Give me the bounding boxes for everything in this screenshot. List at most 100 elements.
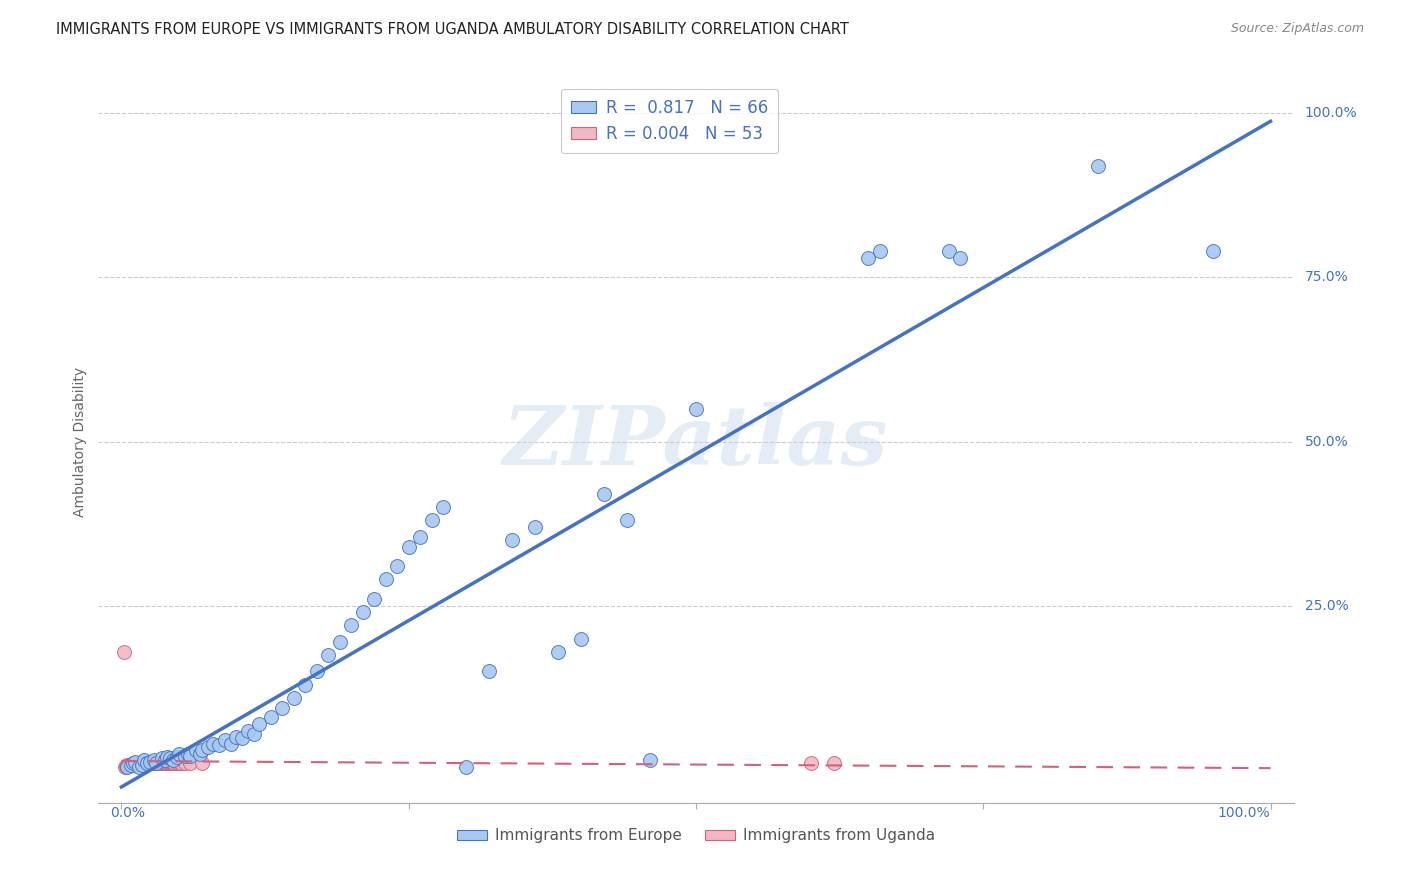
Point (247, 717, 270, 731)
Point (134, 756, 156, 770)
Point (136, 755, 159, 769)
Point (547, 645, 569, 659)
Point (129, 756, 152, 771)
Point (208, 738, 231, 752)
Point (685, 401, 707, 416)
Point (156, 756, 179, 770)
Point (142, 756, 165, 770)
Point (214, 733, 236, 747)
Text: 50.0%: 50.0% (1305, 434, 1348, 449)
Point (236, 723, 259, 738)
Point (128, 760, 150, 774)
Point (131, 757, 153, 772)
Point (823, 756, 845, 771)
Point (159, 756, 181, 771)
Point (135, 756, 157, 770)
Point (374, 573, 396, 587)
Point (188, 747, 211, 761)
Point (478, 665, 501, 679)
Point (134, 753, 156, 767)
Point (135, 756, 157, 771)
Point (949, 251, 972, 265)
Point (153, 753, 176, 767)
Point (162, 753, 184, 767)
Point (191, 756, 214, 770)
Point (352, 605, 374, 619)
Point (167, 747, 190, 761)
Point (316, 648, 339, 662)
Point (170, 756, 193, 771)
Point (120, 758, 142, 772)
Point (153, 756, 176, 770)
Point (115, 758, 138, 772)
Point (156, 749, 179, 764)
Point (225, 730, 247, 744)
Point (120, 757, 142, 772)
Point (869, 244, 891, 258)
Point (135, 756, 157, 771)
Point (112, 645, 135, 659)
Point (219, 737, 242, 751)
Point (122, 756, 145, 771)
Point (115, 760, 138, 774)
Point (128, 756, 150, 771)
Point (153, 755, 176, 769)
Point (115, 759, 138, 773)
Point (616, 513, 638, 527)
Point (177, 747, 200, 761)
Point (132, 756, 155, 771)
Point (148, 756, 170, 771)
Point (163, 756, 186, 770)
Point (179, 756, 201, 771)
Y-axis label: Ambulatory Disability: Ambulatory Disability (73, 367, 87, 516)
Text: 0.0%: 0.0% (110, 806, 145, 820)
Point (271, 700, 294, 714)
Point (800, 756, 823, 771)
Point (146, 755, 169, 769)
Point (142, 753, 165, 767)
Point (124, 757, 146, 772)
Point (121, 757, 143, 772)
Point (305, 665, 328, 679)
Point (167, 756, 190, 770)
Point (179, 748, 201, 763)
Point (524, 520, 547, 534)
Point (145, 756, 167, 771)
Point (294, 677, 316, 691)
Point (149, 756, 172, 770)
Point (569, 632, 592, 646)
Point (231, 731, 253, 746)
Text: Source: ZipAtlas.com: Source: ZipAtlas.com (1230, 22, 1364, 36)
Point (456, 760, 478, 774)
Point (157, 756, 180, 771)
Legend: Immigrants from Europe, Immigrants from Uganda: Immigrants from Europe, Immigrants from … (451, 822, 941, 849)
Point (363, 592, 385, 607)
Point (143, 755, 166, 769)
Text: ZIPatlas: ZIPatlas (503, 401, 889, 482)
Point (145, 756, 167, 770)
Point (166, 749, 188, 764)
Point (159, 751, 181, 765)
Point (593, 487, 616, 501)
Point (150, 751, 173, 765)
Point (152, 756, 174, 770)
Point (131, 757, 153, 772)
Point (166, 756, 188, 771)
Point (117, 759, 139, 773)
Point (202, 737, 225, 751)
Text: 25.0%: 25.0% (1305, 599, 1348, 613)
Point (329, 635, 352, 649)
Point (160, 756, 183, 770)
Point (124, 755, 146, 769)
Point (432, 500, 454, 515)
Text: 100.0%: 100.0% (1218, 806, 1271, 820)
Point (138, 756, 160, 770)
Point (118, 757, 141, 772)
Point (283, 690, 305, 705)
Point (1202, 244, 1225, 258)
Point (128, 756, 150, 770)
Point (173, 756, 195, 770)
Point (638, 753, 661, 767)
Point (385, 559, 409, 574)
Point (197, 739, 219, 754)
